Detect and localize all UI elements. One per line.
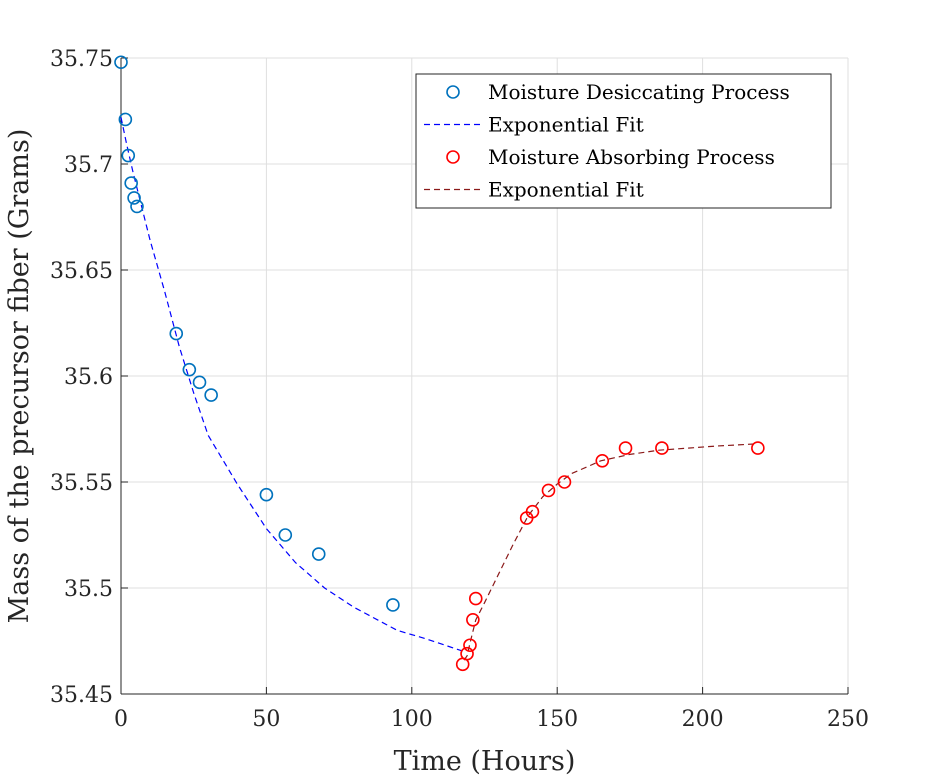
data-point-series-0 (192, 375, 207, 390)
legend-box (415, 73, 832, 209)
x-tick-label: 0 (114, 707, 128, 732)
data-point-series-2 (595, 453, 610, 468)
data-point-series-2 (618, 441, 633, 455)
data-point-series-2 (751, 441, 765, 455)
data-point-series-2 (460, 646, 474, 661)
x-tick-label: 50 (252, 707, 280, 732)
legend-label: Moisture Absorbing Process (488, 145, 775, 169)
data-point-series-0 (182, 362, 197, 377)
data-point-series-2 (525, 504, 540, 519)
y-tick-label: 35.6 (64, 365, 113, 390)
data-point-series-0 (259, 487, 274, 502)
y-tick-label: 35.65 (50, 259, 113, 284)
data-point-series-2 (557, 475, 572, 489)
legend-label: Exponential Fit (488, 178, 644, 202)
data-point-series-2 (466, 612, 480, 627)
legend-label: Moisture Desiccating Process (488, 80, 790, 104)
data-point-series-0 (204, 388, 218, 402)
y-tick-label: 35.55 (50, 471, 113, 496)
data-point-series-2 (468, 591, 483, 606)
legend: Moisture Desiccating Process Exponential … (415, 73, 832, 209)
data-point-series-2 (541, 483, 556, 498)
data-point-series-0 (114, 55, 128, 70)
data-point-series-0 (118, 112, 133, 127)
data-point-series-0 (169, 326, 184, 341)
data-point-series-0 (278, 528, 293, 542)
fit-line-3 (463, 443, 758, 661)
data-point-series-2 (463, 638, 477, 653)
data-point-series-0 (130, 199, 144, 214)
axes (120, 57, 849, 695)
data-point-series-0 (386, 598, 400, 612)
legend-marker (446, 150, 460, 164)
tick-labels: 0 50 100 150 200 250 35.45 35.5 35.55 35.6 35.65 35… (50, 47, 869, 732)
y-tick-label: 35.75 (50, 47, 113, 72)
x-tick-label: 100 (391, 707, 433, 732)
x-axis-label: Time (Hours) (394, 746, 576, 777)
y-tick-label: 35.7 (64, 153, 113, 178)
y-tick-label: 35.5 (64, 577, 113, 602)
legend-label: Exponential Fit (488, 113, 644, 137)
legend-marker (446, 85, 460, 99)
data-point-series-2 (655, 441, 669, 455)
series-layer (114, 55, 765, 672)
x-tick-label: 250 (827, 707, 869, 732)
data-point-series-0 (124, 176, 138, 190)
data-point-series-0 (121, 148, 136, 163)
y-tick-label: 35.45 (50, 683, 113, 708)
x-tick-label: 150 (536, 707, 578, 732)
y-axis-label: Mass of the precursor fiber (Grams) (4, 129, 35, 624)
data-point-series-0 (127, 191, 141, 205)
data-point-series-0 (311, 547, 326, 561)
x-tick-label: 200 (682, 707, 724, 732)
